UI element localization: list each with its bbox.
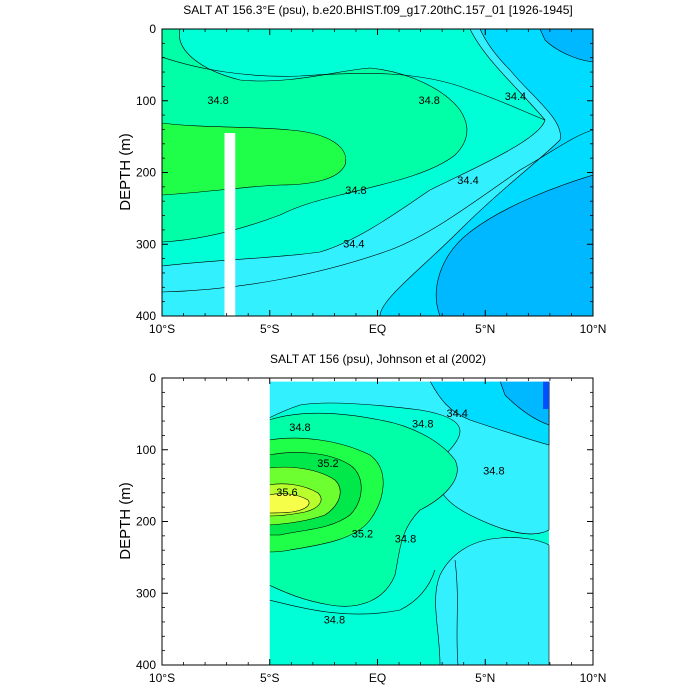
contour-label: 34.8 [289,422,310,434]
p2-contour-line [268,569,436,615]
y-tick-label: 100 [136,94,156,108]
x-tick-label: EQ [369,322,386,336]
x-tick-label: 5°N [475,322,495,336]
p1-contour-line [162,129,593,293]
panel-1-ylabel: DEPTH (m) [117,133,134,211]
p1-missing-data-column [224,133,236,316]
p1-contour-line [162,56,546,121]
contour-label: 35.6 [276,487,297,499]
p1-fill-35.0 [162,122,347,196]
panel-1-axes: 10°S 5°S EQ 5°N 10°N 0 100 200 300 400 [136,22,606,336]
no-data-surface [269,378,550,382]
panel-1-field [162,29,593,316]
panel-1-contour-labels: 34.8 34.8 34.4 34.8 34.4 34.4 [207,91,526,250]
y-tick-label: 400 [136,309,156,323]
x-tick-label: 10°N [580,322,607,336]
y-tick-label: 0 [149,22,156,36]
no-data-west [162,378,270,665]
contour-label: 35.2 [317,458,338,470]
panel-2-field [162,378,593,665]
contour-label: 34.4 [505,91,526,103]
panel-2-ylabel: DEPTH (m) [117,482,134,560]
p2-contour-line [454,559,459,665]
contour-label: 34.4 [447,408,468,420]
panel-2-title: SALT AT 156 (psu), Johnson et al (2002) [270,352,486,366]
contour-label: 34.8 [345,185,366,197]
contour-label: 34.8 [483,465,504,477]
contour-label: 34.8 [207,95,228,107]
p2-fill-34.4-lower [435,537,550,665]
y-tick-label: 300 [136,586,156,600]
panel-2-contour-labels: 34.8 34.8 34.4 35.2 35.6 34.8 35.2 34.8 34.8 [276,408,504,627]
panel-2: SALT AT 156 (psu), Johnson et al (2002) [117,352,606,685]
contour-label: 34.8 [324,615,345,627]
panel-1-title: SALT AT 156.3°E (psu), b.e20.BHIST.f09_g… [183,3,573,17]
y-tick-label: 400 [136,658,156,672]
no-data-east [549,378,593,665]
x-tick-label: 5°S [260,322,279,336]
x-tick-label: 10°N [580,671,607,685]
contour-label: 34.4 [457,175,478,187]
p2-fill-spike [536,381,540,411]
p1-fill-34.0-deep [435,174,593,316]
x-tick-label: 5°N [475,671,495,685]
contour-label: 35.2 [352,528,373,540]
panel-1: SALT AT 156.3°E (psu), b.e20.BHIST.f09_g… [117,3,606,336]
y-tick-label: 200 [136,166,156,180]
x-tick-label: 5°S [260,671,279,685]
contour-label: 34.4 [343,238,364,250]
p2-fill-spike [543,381,549,409]
contour-label: 34.8 [412,419,433,431]
x-tick-label: EQ [369,671,386,685]
p2-missing-data-mask [162,378,593,665]
x-tick-label: 10°S [149,322,175,336]
contour-label: 34.8 [395,533,416,545]
x-tick-label: 10°S [149,671,175,685]
y-tick-label: 0 [149,371,156,385]
y-tick-label: 200 [136,515,156,529]
contour-label: 34.8 [419,95,440,107]
panel-2-axes: 10°S 5°S EQ 5°N 10°N 0 100 200 300 400 [136,371,606,685]
p2-fill-35.8 [268,493,310,514]
y-tick-label: 300 [136,237,156,251]
y-tick-label: 100 [136,443,156,457]
